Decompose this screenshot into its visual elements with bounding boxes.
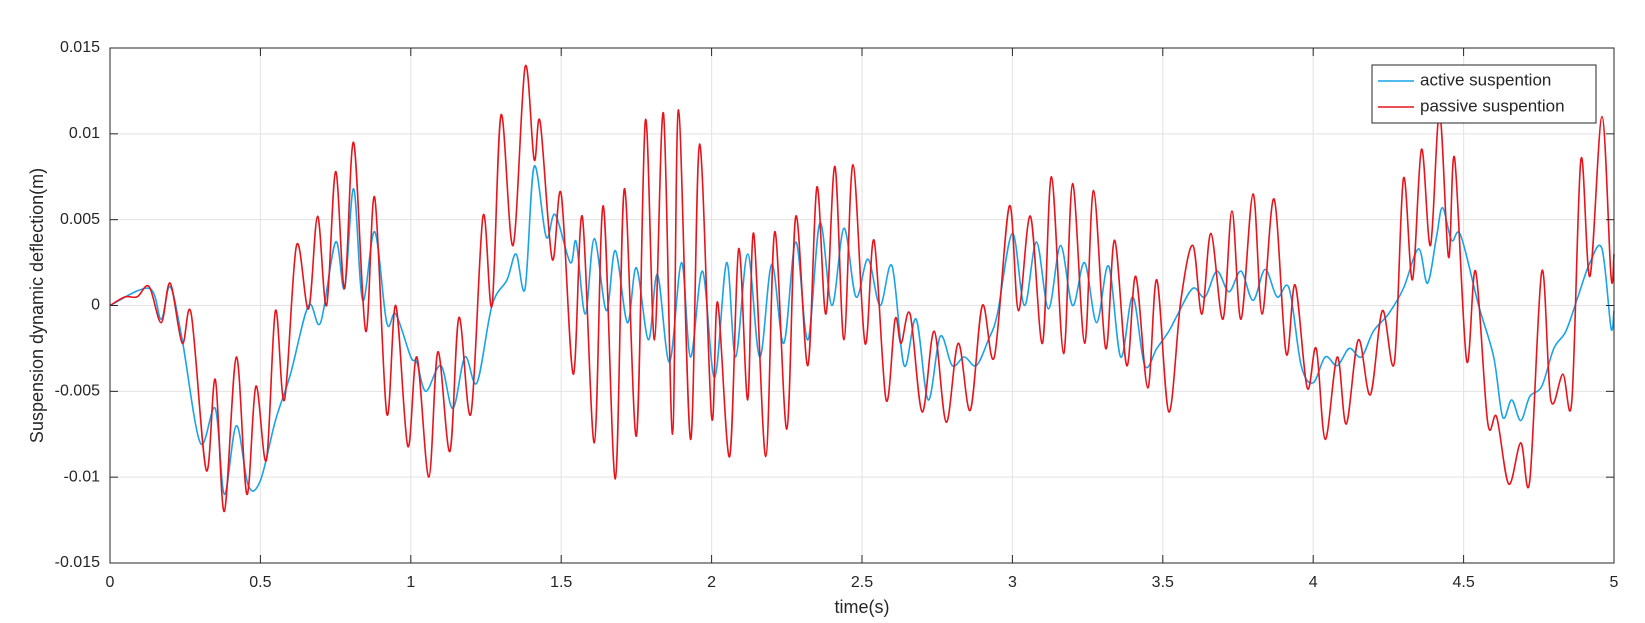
lines [109,64,1615,513]
legend-box [1371,64,1597,124]
y-tick-label: 0.005 [60,211,100,228]
y-tick-label: 0.015 [60,39,100,56]
x-tick-label: 3 [1008,574,1017,591]
x-tick-label: 4.5 [1452,574,1474,591]
y-tick-label: -0.015 [55,554,100,571]
x-tick-label: 0 [106,574,115,591]
ticks: 0 0.5 1 1.5 2 2.5 3 3.5 4 4.5 5 -0.015 -0.01 -0.005 0 0… [55,39,1619,591]
legend-label: active suspention [1420,70,1551,89]
y-tick-label: -0.01 [64,468,101,485]
x-tick-label: 2 [707,574,716,591]
x-tick-label: 3.5 [1152,574,1174,591]
y-tick-label: 0.01 [69,125,100,142]
x-axis-label: time(s) [835,597,890,617]
x-tick-label: 0.5 [249,574,271,591]
x-tick-label: 5 [1610,574,1619,591]
x-tick-label: 1.5 [550,574,572,591]
y-tick-label: -0.005 [55,383,100,400]
x-tick-label: 2.5 [851,574,873,591]
x-tick-label: 4 [1309,574,1318,591]
legend-label: passive suspention [1420,96,1565,115]
series-line [109,64,1615,513]
y-axis-label: Suspension dynamic deflection(m) [27,168,47,443]
y-tick-label: 0 [91,297,100,314]
x-tick-label: 1 [406,574,415,591]
legend: active suspention passive suspention [1371,64,1597,124]
